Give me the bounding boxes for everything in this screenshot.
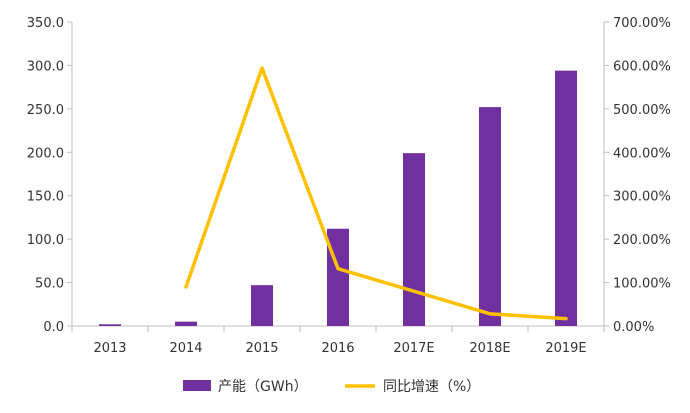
y-left-tick-label: 0.0 [43, 320, 64, 335]
bar [327, 228, 349, 326]
x-tick-label: 2017E [393, 341, 434, 356]
bar [99, 324, 121, 326]
x-tick-label: 2015 [245, 341, 278, 356]
y-left-tick-label: 50.0 [35, 277, 64, 292]
bar [251, 285, 273, 326]
y-left-tick-label: 350.0 [27, 16, 64, 31]
y-left-tick-label: 200.0 [27, 146, 64, 161]
y-right-tick-label: 400.00% [613, 146, 671, 161]
y-left-tick-label: 100.0 [27, 233, 64, 248]
y-left-tick-label: 250.0 [27, 103, 64, 118]
bar-series [99, 70, 577, 327]
y-right-tick-label: 600.00% [613, 59, 671, 74]
y-left-tick-label: 150.0 [27, 190, 64, 205]
y-right-tick-label: 200.00% [613, 233, 671, 248]
y-left-tick-labels: 0.0 50.0 100.0 150.0 200.0 250.0 300.0 350.0 [27, 16, 72, 335]
legend-swatch-bar [183, 380, 211, 391]
bar [479, 107, 501, 327]
x-tick-label: 2016 [321, 341, 354, 356]
x-tick-label: 2013 [93, 341, 126, 356]
x-tick-label: 2019E [545, 341, 586, 356]
y-right-tick-label: 500.00% [613, 103, 671, 118]
legend-label-line: 同比增速（%） [383, 379, 480, 395]
x-tick-labels: 2013 2014 2015 2016 2017E 2018E 2019E [71, 326, 605, 356]
y-right-tick-label: 700.00% [613, 16, 671, 31]
x-tick-label: 2018E [469, 341, 510, 356]
bar [403, 153, 425, 326]
y-right-tick-labels: 0.00% 100.00% 200.00% 300.00% 400.00% 500.00%… [604, 16, 671, 335]
growth-line [184, 66, 568, 321]
legend: 产能（GWh） 同比增速（%） [183, 379, 480, 395]
y-right-tick-label: 100.00% [613, 277, 671, 292]
y-left-tick-label: 300.0 [27, 59, 64, 74]
line-series [184, 66, 568, 321]
bar [555, 70, 577, 326]
legend-label-bar: 产能（GWh） [218, 379, 308, 395]
bar [175, 321, 197, 326]
y-right-tick-label: 300.00% [613, 190, 671, 205]
y-right-tick-label: 0.00% [613, 320, 654, 335]
x-tick-label: 2014 [169, 341, 202, 356]
